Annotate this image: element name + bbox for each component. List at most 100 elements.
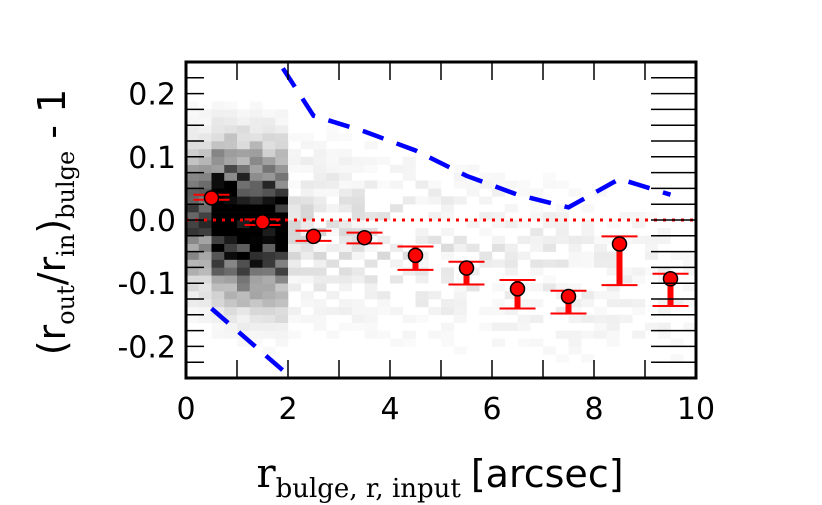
density-cell — [530, 314, 544, 323]
density-cell — [479, 212, 493, 221]
density-cell — [249, 117, 263, 126]
density-cell — [530, 267, 544, 276]
density-cell — [275, 227, 289, 237]
density-cell — [198, 251, 212, 260]
density-cell — [288, 259, 302, 268]
density-cell — [466, 220, 480, 229]
density-cell — [606, 338, 620, 347]
density-cell — [300, 299, 314, 308]
density-cell — [224, 220, 238, 229]
density-cell — [619, 314, 633, 323]
data-point — [560, 288, 577, 305]
density-cell — [606, 299, 620, 308]
x-axis-label-main: r — [256, 451, 276, 497]
density-cell — [339, 267, 353, 276]
density-cell — [275, 330, 289, 339]
density-cell — [377, 156, 391, 165]
density-cell — [428, 235, 442, 244]
density-cell — [198, 117, 212, 126]
density-cell — [326, 275, 340, 284]
density-cell — [555, 180, 569, 189]
x-axis-label: rbulge, r, input [arcsec] — [256, 451, 623, 504]
density-cell — [237, 306, 251, 316]
density-cell — [453, 180, 467, 189]
density-cell — [198, 133, 212, 142]
density-cell — [683, 251, 697, 260]
density-cell — [606, 330, 620, 339]
density-cell — [504, 291, 518, 300]
density-cell — [198, 227, 212, 237]
density-cell — [237, 180, 251, 189]
density-cell — [249, 306, 263, 316]
density-cell — [288, 204, 302, 213]
density-cell — [568, 306, 582, 316]
density-cell — [645, 235, 659, 244]
density-cell — [211, 291, 225, 300]
density-cell — [224, 251, 238, 260]
y-tick-label: 0.0 — [128, 204, 176, 239]
density-cell — [441, 212, 455, 221]
density-cell — [224, 322, 238, 331]
density-cell — [186, 275, 200, 284]
density-cell — [198, 306, 212, 316]
density-cell — [581, 251, 595, 260]
density-cell — [339, 164, 353, 173]
density-cell — [415, 235, 429, 244]
density-cell — [224, 148, 238, 158]
density-cell — [262, 299, 276, 308]
density-cell — [466, 243, 480, 252]
density-cell — [237, 283, 251, 292]
density-cell — [275, 251, 289, 260]
density-cell — [186, 299, 200, 308]
density-cell — [415, 196, 429, 205]
density-cell — [237, 133, 251, 142]
density-cell — [683, 322, 697, 331]
density-cell — [339, 243, 353, 252]
density-cell — [288, 227, 302, 237]
density-cell — [211, 180, 225, 189]
density-cell — [504, 259, 518, 268]
density-cell — [581, 299, 595, 308]
density-cell — [262, 212, 276, 221]
density-cell — [364, 180, 378, 189]
density-cell — [237, 220, 251, 229]
data-point — [203, 190, 220, 206]
density-cell — [224, 117, 238, 126]
density-cell — [364, 283, 378, 292]
density-cell — [402, 267, 416, 276]
density-cell — [313, 322, 327, 331]
density-cell — [237, 267, 251, 276]
density-cell — [657, 267, 671, 276]
density-cell — [428, 306, 442, 316]
density-cell — [594, 291, 608, 300]
density-cell — [262, 141, 276, 150]
density-cell — [466, 164, 480, 173]
density-cell — [186, 164, 200, 173]
density-cell — [275, 306, 289, 316]
density-cell — [186, 156, 200, 165]
density-cell — [313, 306, 327, 316]
density-cell — [198, 291, 212, 300]
density-cell — [249, 180, 263, 189]
density-cell — [211, 299, 225, 308]
density-cell — [262, 283, 276, 292]
density-cell — [211, 267, 225, 276]
density-cell — [339, 306, 353, 316]
density-cell — [211, 235, 225, 244]
density-cell — [262, 275, 276, 284]
density-cell — [428, 188, 442, 197]
density-cell — [186, 227, 200, 237]
density-cell — [402, 330, 416, 339]
density-cell — [224, 156, 238, 165]
density-cell — [428, 196, 442, 205]
density-cell — [211, 259, 225, 268]
density-cell — [288, 306, 302, 316]
density-cell — [249, 243, 263, 252]
density-cell — [224, 196, 238, 205]
density-cell — [186, 109, 200, 118]
density-cell — [300, 196, 314, 205]
density-cell — [275, 156, 289, 165]
density-cell — [326, 330, 340, 339]
density-cell — [390, 275, 404, 284]
density-cell — [224, 188, 238, 197]
